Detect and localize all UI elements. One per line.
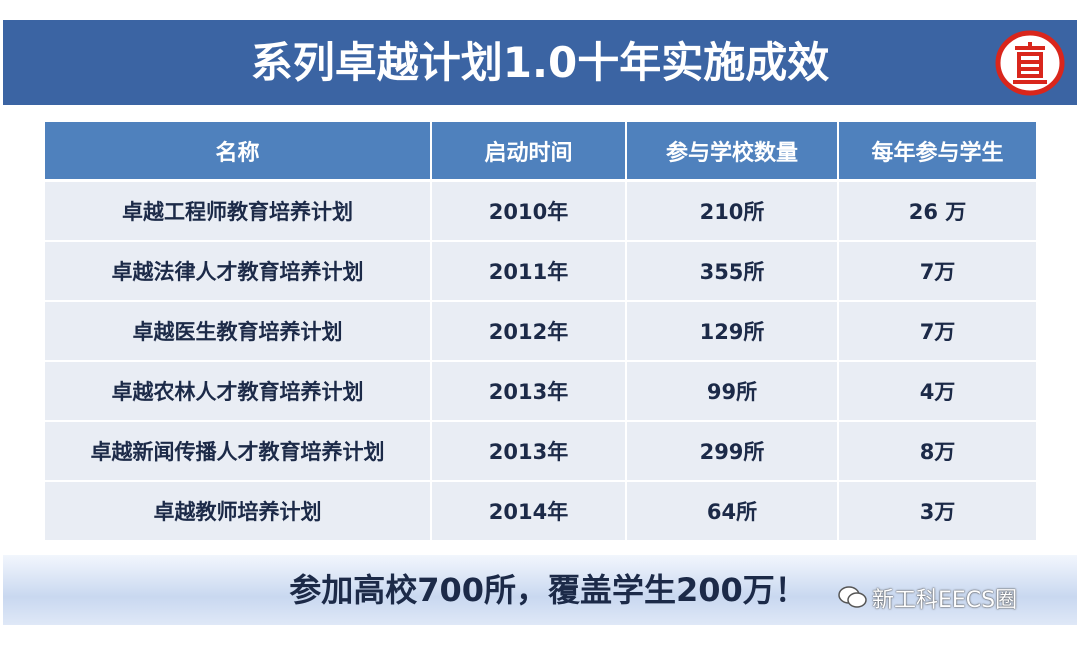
table-cell: 3万	[839, 482, 1038, 542]
table-cell: 8万	[839, 422, 1038, 482]
table-cell: 卓越法律人才教育培养计划	[45, 242, 432, 302]
table-row: 卓越医生教育培养计划 2012年 129所 7万	[45, 302, 1038, 362]
table-cell: 2012年	[432, 302, 627, 362]
table-cell: 2010年	[432, 182, 627, 242]
data-table: 名称 启动时间 参与学校数量 每年参与学生 卓越工程师教育培养计划 2010年 210所 2…	[45, 122, 1038, 542]
table-cell: 26 万	[839, 182, 1038, 242]
table-cell: 7万	[839, 302, 1038, 362]
table-cell: 129所	[627, 302, 839, 362]
footer-banner: 参加高校700所，覆盖学生200万！	[3, 555, 1077, 625]
footer-text: 参加高校700所，覆盖学生200万！	[289, 571, 807, 609]
logo	[995, 30, 1065, 96]
watermark: 新工科EECS圈	[872, 588, 1018, 613]
table-cell: 卓越教师培养计划	[45, 482, 432, 542]
table-row: 卓越新闻传播人才教育培养计划 2013年 299所 8万	[45, 422, 1038, 482]
table-cell: 2013年	[432, 422, 627, 482]
table-cell: 4万	[839, 362, 1038, 422]
table-cell: 卓越农林人才教育培养计划	[45, 362, 432, 422]
watermark-icon	[838, 586, 867, 608]
table-cell: 卓越新闻传播人才教育培养计划	[45, 422, 432, 482]
table-cell: 2011年	[432, 242, 627, 302]
table-cell: 355所	[627, 242, 839, 302]
table-cell: 64所	[627, 482, 839, 542]
header-cell: 每年参与学生	[839, 122, 1038, 182]
table-cell: 299所	[627, 422, 839, 482]
table-row: 卓越法律人才教育培养计划 2011年 355所 7万	[45, 242, 1038, 302]
table-cell: 210所	[627, 182, 839, 242]
header-row: 名称 启动时间 参与学校数量 每年参与学生	[45, 122, 1038, 182]
table-cell: 2014年	[432, 482, 627, 542]
title: 系列卓越计划1.0十年实施成效	[250, 38, 830, 87]
table-row: 卓越工程师教育培养计划 2010年 210所 26 万	[45, 182, 1038, 242]
header-cell: 启动时间	[432, 122, 627, 182]
title-bar: 系列卓越计划1.0十年实施成效	[3, 20, 1077, 105]
header-cell: 名称	[45, 122, 432, 182]
table-row: 卓越农林人才教育培养计划 2013年 99所 4万	[45, 362, 1038, 422]
table-cell: 2013年	[432, 362, 627, 422]
header-cell: 参与学校数量	[627, 122, 839, 182]
table-body: 卓越工程师教育培养计划 2010年 210所 26 万卓越法律人才教育培养计划 2011…	[45, 182, 1038, 542]
table-cell: 卓越工程师教育培养计划	[45, 182, 432, 242]
table-row: 卓越教师培养计划 2014年 64所 3万	[45, 482, 1038, 542]
table-cell: 99所	[627, 362, 839, 422]
table-cell: 7万	[839, 242, 1038, 302]
table-cell: 卓越医生教育培养计划	[45, 302, 432, 362]
